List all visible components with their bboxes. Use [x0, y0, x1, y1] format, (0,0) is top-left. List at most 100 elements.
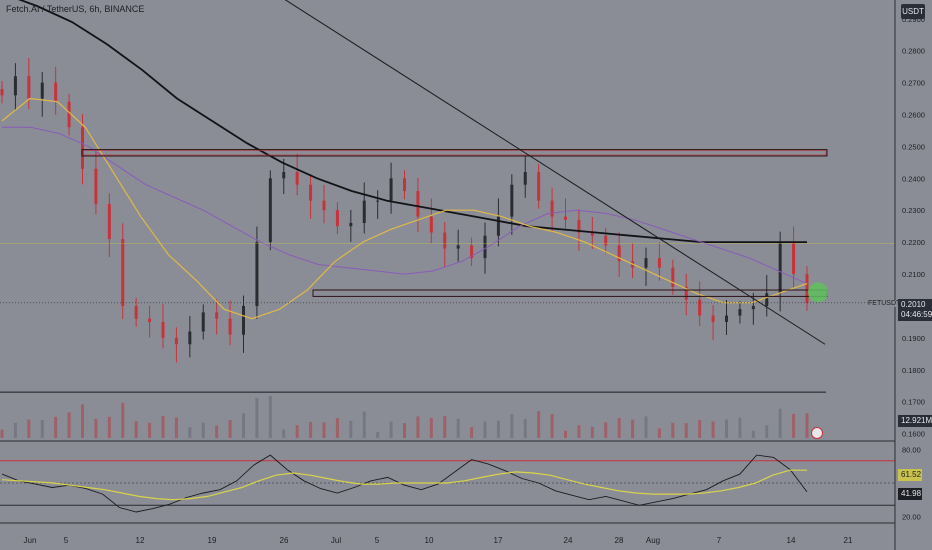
price-tick-label: 0.2600 — [902, 111, 925, 120]
candle — [617, 232, 621, 277]
price-tick-label: 0.2500 — [902, 142, 925, 151]
candle — [362, 182, 366, 234]
time-tick-label: 5 — [375, 536, 380, 545]
volume-bar — [107, 416, 111, 438]
price-tick-label: 0.1600 — [902, 430, 925, 439]
time-tick-label: 26 — [280, 536, 289, 545]
volume-bar — [657, 428, 661, 438]
time-tick-label: Jul — [331, 536, 341, 545]
candle — [376, 190, 380, 219]
price-tick-label: 0.1900 — [902, 334, 925, 343]
candle — [631, 243, 635, 279]
candle — [0, 80, 4, 104]
resistance-band-inner — [82, 150, 827, 156]
candle — [456, 229, 460, 262]
candle — [725, 299, 728, 336]
volume-bar — [403, 423, 406, 438]
candle-body — [13, 76, 17, 96]
candle — [174, 327, 178, 363]
candle-body — [161, 321, 165, 338]
support-band — [312, 289, 828, 297]
volume-bar — [711, 421, 715, 438]
volume-bar — [349, 420, 353, 438]
candle-body — [322, 200, 326, 211]
candle — [322, 185, 326, 224]
volume-bar — [94, 418, 98, 438]
candle-body — [496, 216, 500, 236]
time-tick-label: Jun — [24, 536, 37, 545]
last-price-badge: 0.2010 04:46:59 — [898, 299, 932, 321]
price-tick-label: 0.2800 — [902, 47, 925, 56]
currency-button[interactable]: USDT — [901, 4, 925, 19]
candle-body — [778, 242, 782, 294]
volume-bar — [188, 427, 192, 438]
volume-bar — [161, 416, 165, 438]
candle-body — [550, 200, 554, 217]
candle-body — [282, 171, 286, 179]
volume-bar — [416, 416, 420, 438]
candle — [54, 66, 58, 115]
volume-bar — [295, 425, 299, 438]
rsi-tick-label: 80.00 — [902, 446, 921, 455]
candle — [523, 156, 527, 198]
price-tick-label: 0.2300 — [902, 206, 925, 215]
volume-bar — [282, 429, 286, 438]
candle-body — [0, 88, 4, 96]
price-tick-label: 0.2200 — [902, 238, 925, 247]
volume-bar — [751, 430, 755, 438]
time-tick-label: 12 — [136, 536, 145, 545]
volume-bar — [778, 408, 782, 438]
descending-trendline — [284, 0, 826, 345]
price-tick-label: 0.2700 — [902, 79, 925, 88]
price-tick-label: 0.2900 — [902, 15, 925, 24]
time-tick-label: 19 — [208, 536, 217, 545]
volume-bar — [577, 425, 581, 438]
candle — [657, 242, 661, 281]
candle — [134, 297, 138, 327]
volume-bar — [148, 422, 152, 438]
candle-body — [362, 200, 366, 223]
highlight-marker — [808, 282, 828, 303]
candle — [107, 193, 111, 258]
volume-bar — [738, 417, 742, 438]
candle-body — [121, 238, 125, 306]
candle-body — [295, 171, 299, 185]
candle-body — [604, 235, 608, 246]
volume-bar — [684, 423, 688, 438]
candle — [443, 222, 447, 267]
volume-bar — [81, 404, 84, 438]
volume-bar — [564, 430, 567, 438]
time-tick-label: 21 — [844, 536, 853, 545]
candle-body — [242, 305, 245, 335]
volume-bar — [725, 419, 728, 438]
time-tick-label: 10 — [425, 536, 434, 545]
volume-bar — [309, 422, 313, 438]
resistance-band — [81, 149, 828, 157]
price-tick-label: 0.2400 — [902, 174, 925, 183]
volume-bar — [228, 420, 232, 438]
candle — [40, 72, 44, 117]
volume-bar — [443, 416, 447, 438]
dividend-event-icon[interactable] — [811, 427, 823, 439]
volume-bar — [67, 412, 71, 438]
candle-body — [268, 178, 272, 243]
candle-body — [54, 82, 58, 102]
volume-bar — [13, 422, 17, 438]
candle — [429, 198, 433, 244]
candle-body — [174, 337, 178, 345]
candle — [13, 63, 17, 111]
time-tick-label: 17 — [494, 536, 503, 545]
candle-body — [309, 184, 313, 201]
volume-bar — [174, 417, 178, 438]
candle-body — [188, 331, 192, 345]
rsi-value-badge: 41.98 — [898, 488, 922, 500]
candle-body — [537, 171, 541, 201]
candle-body — [107, 203, 111, 239]
candle — [537, 163, 541, 209]
volume-bar — [322, 422, 326, 438]
rsi-line — [1, 454, 808, 513]
candle — [684, 273, 688, 316]
candle-body — [725, 315, 728, 322]
